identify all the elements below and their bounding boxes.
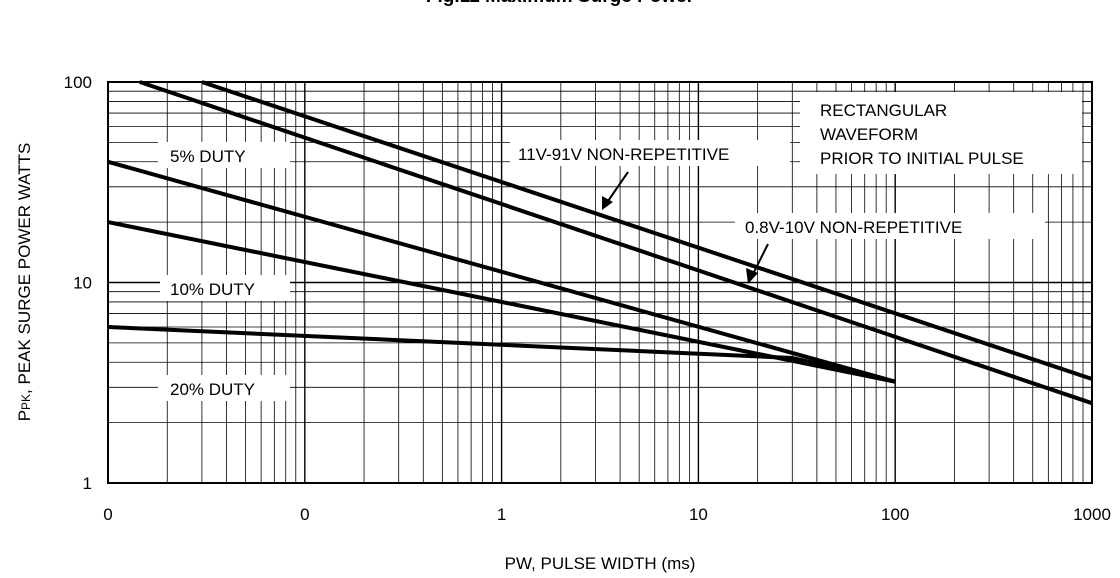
y-axis-label-rest: , PEAK SURGE POWER WATTS [15, 143, 34, 394]
arrow-08v-head [746, 268, 758, 284]
arrow-08v-shaft [751, 243, 769, 277]
label-08v-10v: 0.8V-10V NON-REPETITIVE [745, 218, 962, 237]
label-11v-91v: 11V-91V NON-REPETITIVE [518, 145, 729, 164]
arrow-11v-head [602, 196, 613, 210]
note-bg [800, 92, 1082, 174]
label-5duty-bg [158, 142, 290, 168]
plot-frame [107, 81, 1093, 484]
curve-labels: RECTANGULAR WAVEFORM PRIOR TO INITIAL PU… [158, 92, 1082, 401]
y-axis-label: PPK, PEAK SURGE POWER WATTS [15, 143, 34, 422]
series-line-s-08v-10v [139, 80, 1093, 406]
label-11v-bg [510, 140, 790, 166]
note-line-3: PRIOR TO INITIAL PULSE [820, 149, 1024, 168]
label-5-duty: 5% DUTY [170, 147, 246, 166]
label-10duty-bg [160, 275, 290, 301]
label-08v-bg [735, 213, 1045, 239]
chart-title: Fig.11 Maximum Surge Power [0, 0, 1120, 8]
series-line-s-5duty [107, 159, 896, 384]
label-20-duty: 20% DUTY [170, 380, 255, 399]
series-line-s-20duty [107, 325, 896, 384]
y-tick-label: 1 [83, 474, 92, 493]
x-tick-label: 1 [497, 505, 506, 524]
label-20duty-bg [158, 375, 290, 401]
y-axis-label-sub: PK [19, 394, 33, 410]
y-tick-label: 10 [73, 274, 92, 293]
x-tick-label: 100 [881, 505, 909, 524]
arrow-11v-shaft [605, 171, 629, 205]
y-tick-label: 100 [64, 73, 92, 92]
note-line-2: WAVEFORM [820, 125, 918, 144]
x-tick-label: 0 [103, 505, 112, 524]
x-axis-label: PW, PULSE WIDTH (ms) [505, 554, 696, 573]
note-line-1: RECTANGULAR [820, 101, 947, 120]
x-tick-label: 0 [300, 505, 309, 524]
y-axis-label-main: P [15, 410, 34, 421]
label-10-duty: 10% DUTY [170, 280, 255, 299]
series-line-s-11v-91v [201, 80, 1093, 381]
x-tick-label: 1000 [1073, 505, 1111, 524]
x-tick-label: 10 [689, 505, 708, 524]
series-lines [107, 80, 1093, 406]
